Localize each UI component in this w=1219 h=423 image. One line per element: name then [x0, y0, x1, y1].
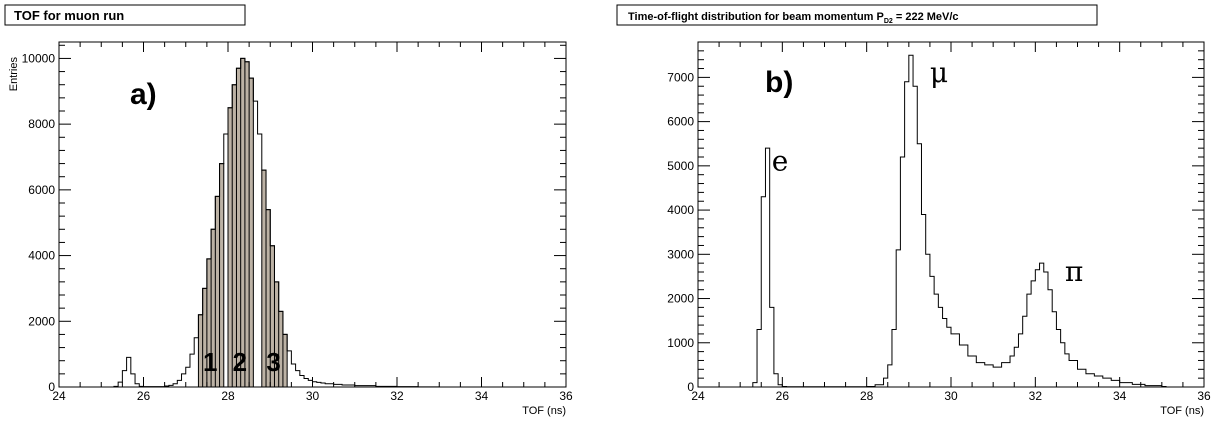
panel-b-ytick-label: 4000 [667, 203, 694, 217]
panel-a-region-label-2: 2 [233, 347, 247, 377]
panel-b-xtick-label: 34 [1113, 389, 1127, 403]
panel-a-region-label-1: 1 [203, 347, 217, 377]
panel-a-xtick-label: 36 [559, 389, 573, 403]
panel-b-histogram [752, 54, 1167, 388]
panel-b-title-suffix: = 222 MeV/c [893, 11, 959, 23]
panel-b-annotation: μ [930, 56, 948, 89]
panel-a-ytick-label: 10000 [22, 51, 56, 65]
panel-a-ylabel: Entries [8, 57, 20, 92]
panel-a-xtick-label: 30 [306, 389, 320, 403]
panel-a-title-box [4, 4, 246, 26]
panel-a-xtick-label: 32 [390, 389, 404, 403]
panel-b-ytick-label: 7000 [667, 70, 694, 84]
panel-a-xtick-label: 24 [52, 389, 66, 403]
panel-b-title-box [616, 4, 1098, 26]
panel-a-letter: a) [130, 78, 157, 111]
panel-a-ytick-label: 4000 [28, 249, 55, 263]
panel-a-ytick-label: 8000 [28, 117, 55, 131]
panel-b-ytick-label: 2000 [667, 292, 694, 306]
panel-b-letter: b) [765, 66, 793, 99]
panel-a-title: TOF for muon run [14, 8, 124, 23]
panel-b-title: Time-of-flight distribution for beam mom… [628, 11, 959, 25]
panel-a-xtick-label: 28 [221, 389, 235, 403]
panel-b-annotation: π [1065, 255, 1083, 288]
panel-a-xtick-label: 34 [475, 389, 489, 403]
panel-b-ytick-label: 0 [687, 380, 694, 394]
panel-b-xtick-label: 32 [1029, 389, 1043, 403]
panel-a-xtick-label: 26 [137, 389, 151, 403]
panel-b-xtick-label: 30 [944, 389, 958, 403]
panel-b-ytick-label: 6000 [667, 115, 694, 129]
panel-b-title-sub: D2 [884, 18, 893, 25]
panel-b-xtick-label: 24 [691, 389, 705, 403]
panel-a-region-label-3: 3 [266, 347, 280, 377]
panel-b-title-main: Time-of-flight distribution for beam mom… [628, 11, 884, 23]
panel-b-ytick-label: 5000 [667, 159, 694, 173]
panel-b-ytick-label: 1000 [667, 336, 694, 350]
panel-b-xtick-label: 26 [776, 389, 790, 403]
panel-b: Time-of-flight distribution for beam mom… [616, 4, 1211, 417]
panel-a-ytick-label: 0 [48, 380, 55, 394]
panel-a-xlabel: TOF (ns) [522, 405, 566, 417]
panel-b-annotation: e [772, 144, 789, 177]
panel-b-xtick-label: 28 [860, 389, 874, 403]
panel-b-ytick-label: 3000 [667, 247, 694, 261]
panel-b-xtick-label: 36 [1197, 389, 1211, 403]
panel-a-ytick-label: 6000 [28, 183, 55, 197]
panel-a-ytick-label: 2000 [28, 314, 55, 328]
panel-b-xlabel: TOF (ns) [1160, 405, 1204, 417]
